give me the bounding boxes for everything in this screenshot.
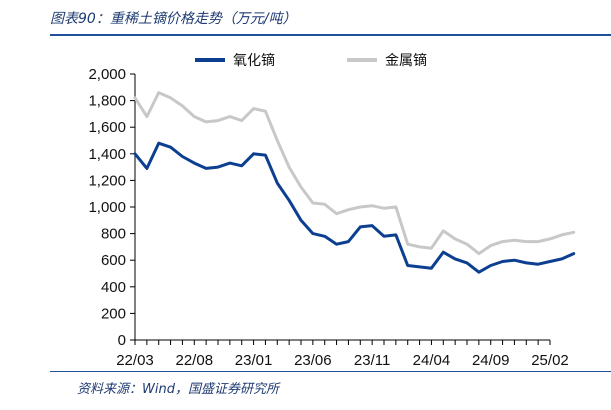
- series-layer: [133, 91, 576, 274]
- x-tick-label: 24/04: [413, 352, 451, 369]
- y-tick-label: 2,000: [88, 66, 126, 83]
- legend-label-dysprosium-metal: 金属镝: [385, 52, 427, 69]
- source-note: 资料来源：Wind，国盛证券研究所: [77, 382, 279, 397]
- title-rule: [50, 34, 611, 36]
- y-tick-label: 600: [101, 252, 126, 269]
- y-tick-label: 400: [101, 279, 126, 296]
- y-tick-label: 0: [118, 332, 126, 349]
- x-tick-label: 23/11: [354, 352, 390, 369]
- y-axis: 0 200 400 600 800 1,000 1,200 1,400 1,600 1,800 2,…: [88, 66, 136, 349]
- y-tick-label: 800: [101, 226, 126, 243]
- x-tick-label: 23/01: [235, 352, 273, 369]
- legend-label-dysprosium-oxide: 氧化镝: [233, 52, 275, 69]
- x-tick-label: 22/08: [176, 352, 214, 369]
- y-tick-label: 200: [101, 305, 126, 322]
- x-tick-label: 24/09: [472, 352, 510, 369]
- x-axis: 22/03 22/08 23/01 23/06 23/11 24/04 24/09 25/02: [116, 339, 569, 369]
- y-tick-label: 1,600: [88, 119, 126, 136]
- legend: 氧化镝 金属镝: [195, 52, 427, 69]
- source-rule: [50, 371, 611, 372]
- y-tick-label: 1,000: [88, 199, 126, 216]
- line-chart: 0 200 400 600 800 1,000 1,200 1,400 1,600 1,800 2,…: [88, 52, 576, 369]
- series-line-dysprosium-metal: [133, 91, 576, 256]
- x-tick-label: 25/02: [531, 352, 569, 369]
- y-tick-label: 1,800: [88, 93, 126, 110]
- y-tick-label: 1,400: [88, 146, 126, 163]
- chart-title: 图表90：重稀土镝价格走势（万元/吨）: [50, 11, 297, 27]
- y-tick-label: 1,200: [88, 172, 126, 189]
- x-tick-label: 23/06: [294, 352, 332, 369]
- series-line-dysprosium-oxide: [133, 141, 576, 274]
- x-tick-label: 22/03: [116, 352, 154, 369]
